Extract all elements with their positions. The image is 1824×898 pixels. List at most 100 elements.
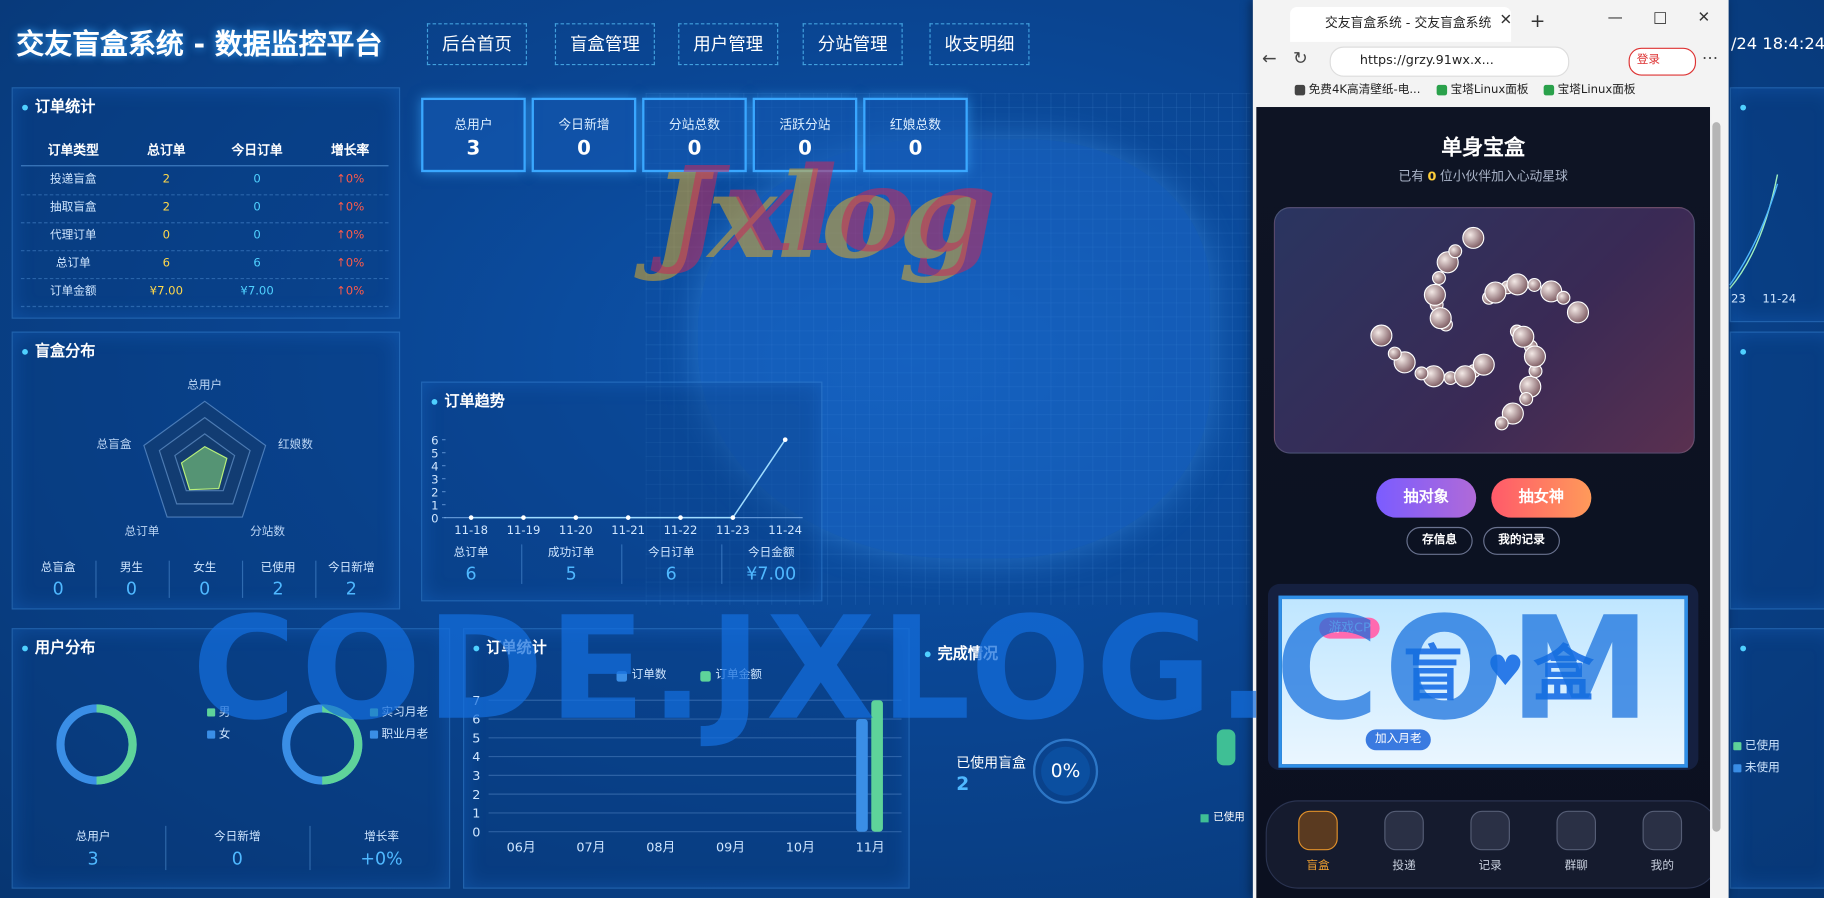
bookmark[interactable]: 免费4K高清壁纸-电... xyxy=(1308,83,1421,97)
stat-label: 已使用 xyxy=(260,561,296,575)
stat-value: 0 xyxy=(125,578,137,600)
x-tick-label: 11-23 xyxy=(716,523,750,537)
tab-label[interactable]: 群聊 xyxy=(1564,859,1588,873)
map-area xyxy=(645,93,1251,605)
button[interactable] xyxy=(1483,526,1560,555)
stat-label: 男生 xyxy=(119,561,144,575)
legend-label: 订单数 xyxy=(631,668,667,682)
legend-swatch xyxy=(1200,814,1209,823)
chart-svg xyxy=(143,400,267,518)
header-title: 交友盲盒系统 - 数据监控平台 xyxy=(16,27,383,61)
table-cell: ¥7.00 xyxy=(240,284,274,298)
tab-close[interactable]: ✕ xyxy=(1499,11,1513,30)
tab-icon[interactable] xyxy=(1556,810,1597,851)
tab-label[interactable]: 记录 xyxy=(1478,859,1502,873)
panel xyxy=(462,628,910,889)
avatar-bubble xyxy=(1414,366,1429,381)
menu[interactable]: ⋯ xyxy=(1701,48,1719,68)
subtitle-count: 0 xyxy=(1427,168,1437,184)
y-tick-label: 4 xyxy=(431,459,438,473)
login-button[interactable] xyxy=(1628,47,1697,76)
bar xyxy=(856,719,868,832)
divider xyxy=(95,560,97,598)
summary-label: 成功订单 xyxy=(547,546,595,560)
x-tick-label: 06月 xyxy=(507,840,536,855)
table-rule xyxy=(20,165,389,167)
table-cell: ↑0% xyxy=(336,257,365,270)
card-value: 3 xyxy=(466,137,481,161)
stat-label: 今日新增 xyxy=(214,830,261,844)
nav-button[interactable]: 后台首页 xyxy=(426,23,527,66)
card-label: 活跃分站 xyxy=(779,117,831,133)
nav-button[interactable]: 收支明细 xyxy=(929,23,1030,66)
button[interactable] xyxy=(1491,478,1592,518)
app-subtitle: 已有 0 位小伙伴加入心动星球 xyxy=(1256,168,1710,187)
table-cell: 2 xyxy=(162,173,171,187)
card-value: 0 xyxy=(577,137,591,161)
panel-title: 完成情况 xyxy=(937,645,999,664)
avatar-bubble xyxy=(1556,290,1571,305)
panel-bullet xyxy=(1740,104,1747,111)
legend-label: 订单金额 xyxy=(715,668,762,682)
trend-point xyxy=(782,437,788,443)
button[interactable] xyxy=(1376,478,1477,518)
tab[interactable] xyxy=(1290,6,1512,42)
bookmark[interactable]: 宝塔Linux面板 xyxy=(1557,83,1636,97)
donut-segment xyxy=(96,704,137,785)
divider xyxy=(165,825,167,871)
panel-bullet xyxy=(22,104,28,111)
table-rule xyxy=(20,222,389,224)
table-rule xyxy=(20,305,389,308)
tab-label[interactable]: 投递 xyxy=(1392,859,1416,873)
stat-card xyxy=(531,97,637,173)
x-tick-label: 11月 xyxy=(856,840,885,855)
y-tick-label: 6 xyxy=(431,433,438,447)
stat-label: 总盲盒 xyxy=(40,561,76,575)
tab-label[interactable]: 我的 xyxy=(1650,859,1674,873)
tab-icon[interactable] xyxy=(1298,810,1338,851)
mini-bar xyxy=(1216,729,1236,766)
nav-icons[interactable]: ←↻ xyxy=(1262,47,1324,69)
banner-char: 盲 xyxy=(1402,639,1464,710)
button[interactable] xyxy=(1406,526,1473,555)
tab-icon[interactable] xyxy=(1642,810,1683,851)
button-label[interactable]: 抽女神 xyxy=(1518,488,1565,506)
tab-icon[interactable] xyxy=(1384,810,1424,851)
stat-card xyxy=(421,97,526,173)
address-bar[interactable] xyxy=(1329,46,1570,77)
y-tick-label: 1 xyxy=(472,807,480,822)
stat-label: 女生 xyxy=(193,561,217,575)
card-value: 0 xyxy=(687,137,702,161)
card-label: 今日新增 xyxy=(558,117,610,133)
legend-label: 女 xyxy=(218,728,231,741)
card-value: 0 xyxy=(798,137,812,161)
stat-card xyxy=(642,97,747,173)
table-header: 订单类型 xyxy=(47,143,99,159)
card-label: 总用户 xyxy=(454,117,493,133)
subtitle-suffix: 位小伙伴加入心动星球 xyxy=(1439,168,1568,184)
stat-value: 0 xyxy=(52,578,64,600)
button-label[interactable]: 存信息 xyxy=(1422,533,1457,547)
panel-bullet xyxy=(431,398,438,405)
button-label[interactable]: 抽对象 xyxy=(1403,488,1449,506)
avatar-bubble xyxy=(1472,353,1495,376)
bookmark[interactable]: 宝塔Linux面板 xyxy=(1450,83,1529,97)
button-label[interactable]: 我的记录 xyxy=(1498,533,1545,547)
nav-button[interactable]: 用户管理 xyxy=(678,23,779,66)
avatar-bubble xyxy=(1523,344,1546,367)
stat-card xyxy=(863,97,968,173)
window-controls[interactable]: —□✕ xyxy=(1607,9,1729,27)
legend-swatch xyxy=(207,730,216,739)
chart-svg xyxy=(56,704,363,785)
table-cell: ¥7.00 xyxy=(149,284,183,298)
nav-button[interactable]: 盲盒管理 xyxy=(554,23,655,66)
panel-title: 订单趋势 xyxy=(444,393,505,411)
panel xyxy=(1729,628,1824,889)
y-tick-label: 0 xyxy=(431,511,438,525)
new-tab[interactable]: + xyxy=(1529,9,1546,32)
tab-icon[interactable] xyxy=(1470,810,1510,851)
tab-label[interactable]: 盲盒 xyxy=(1306,859,1330,873)
y-tick-label: 5 xyxy=(431,446,438,460)
nav-button[interactable]: 分站管理 xyxy=(802,23,903,66)
y-tick-label: 1 xyxy=(431,498,438,512)
